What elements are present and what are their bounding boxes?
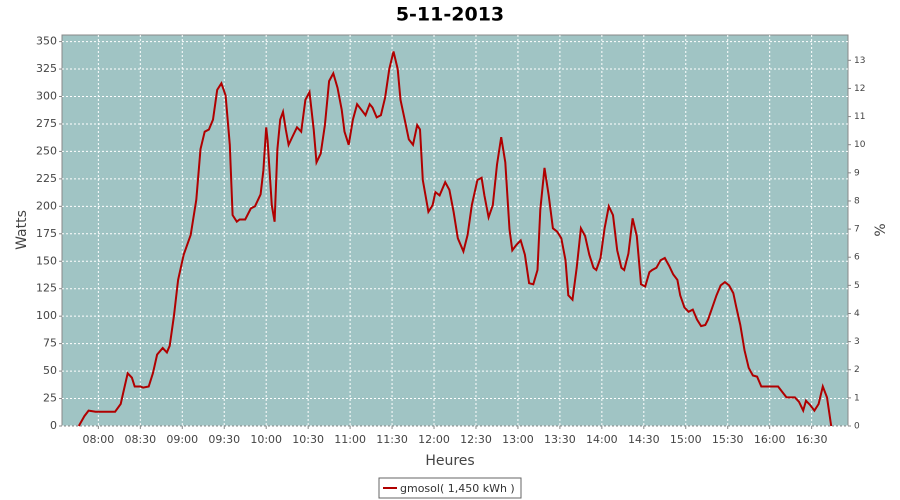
y2-tick-label: 5 bbox=[854, 281, 860, 291]
y-tick-label: 325 bbox=[36, 62, 57, 75]
y2-tick-label: 11 bbox=[854, 112, 865, 122]
x-tick-label: 10:30 bbox=[292, 433, 324, 446]
y-tick-label: 275 bbox=[36, 117, 57, 130]
y-tick-label: 100 bbox=[36, 309, 57, 322]
y-tick-label: 200 bbox=[36, 199, 57, 212]
x-tick-label: 12:00 bbox=[418, 433, 450, 446]
x-tick-label: 15:30 bbox=[712, 433, 744, 446]
y-tick-label: 50 bbox=[43, 364, 57, 377]
data-line bbox=[77, 51, 833, 427]
y-tick-label: 25 bbox=[43, 392, 57, 405]
x-tick-label: 15:00 bbox=[670, 433, 702, 446]
y2-tick-label: 7 bbox=[854, 225, 860, 235]
x-tick-label: 13:00 bbox=[502, 433, 534, 446]
x-tick-label: 09:00 bbox=[166, 433, 198, 446]
x-tick-label: 09:30 bbox=[208, 433, 240, 446]
x-tick-label: 16:00 bbox=[754, 433, 786, 446]
y-tick-label: 175 bbox=[36, 227, 57, 240]
y2-tick-label: 0 bbox=[854, 422, 860, 432]
x-tick-label: 08:00 bbox=[83, 433, 115, 446]
y2-tick-label: 9 bbox=[854, 168, 860, 178]
x-tick-label: 12:30 bbox=[460, 433, 492, 446]
chart-title: 5-11-2013 bbox=[396, 4, 504, 26]
x-axis-label: Heures bbox=[425, 453, 474, 469]
x-tick-label: 08:30 bbox=[124, 433, 156, 446]
y-tick-label: 75 bbox=[43, 337, 57, 350]
y2-tick-label: 12 bbox=[854, 84, 865, 94]
y-axis-label: Watts bbox=[14, 210, 30, 250]
x-tick-label: 14:00 bbox=[586, 433, 618, 446]
y-tick-label: 0 bbox=[50, 419, 57, 432]
y2-tick-label: 13 bbox=[854, 56, 865, 66]
x-tick-label: 13:30 bbox=[544, 433, 576, 446]
legend-label: gmosol( 1,450 kWh ) bbox=[400, 482, 515, 495]
y2-tick-label: 10 bbox=[854, 140, 866, 150]
y2-tick-label: 6 bbox=[854, 253, 860, 263]
y2-tick-label: 4 bbox=[854, 309, 860, 319]
y-tick-label: 300 bbox=[36, 90, 57, 103]
y2-tick-label: 1 bbox=[854, 393, 860, 403]
x-tick-label: 11:00 bbox=[334, 433, 366, 446]
y2-tick-label: 2 bbox=[854, 365, 860, 375]
legend-box bbox=[378, 477, 522, 499]
x-tick-label: 16:30 bbox=[796, 433, 828, 446]
plot-area bbox=[61, 34, 849, 427]
x-tick-label: 11:30 bbox=[376, 433, 408, 446]
y2-axis-label: % bbox=[873, 223, 889, 236]
x-tick-label: 10:00 bbox=[250, 433, 282, 446]
x-tick-label: 14:30 bbox=[628, 433, 660, 446]
y-tick-label: 250 bbox=[36, 144, 57, 157]
y-tick-label: 125 bbox=[36, 282, 57, 295]
y2-tick-label: 3 bbox=[854, 337, 860, 347]
y-tick-label: 150 bbox=[36, 254, 57, 267]
y2-tick-label: 8 bbox=[854, 196, 860, 206]
y-tick-label: 350 bbox=[36, 35, 57, 48]
y-tick-label: 225 bbox=[36, 172, 57, 185]
